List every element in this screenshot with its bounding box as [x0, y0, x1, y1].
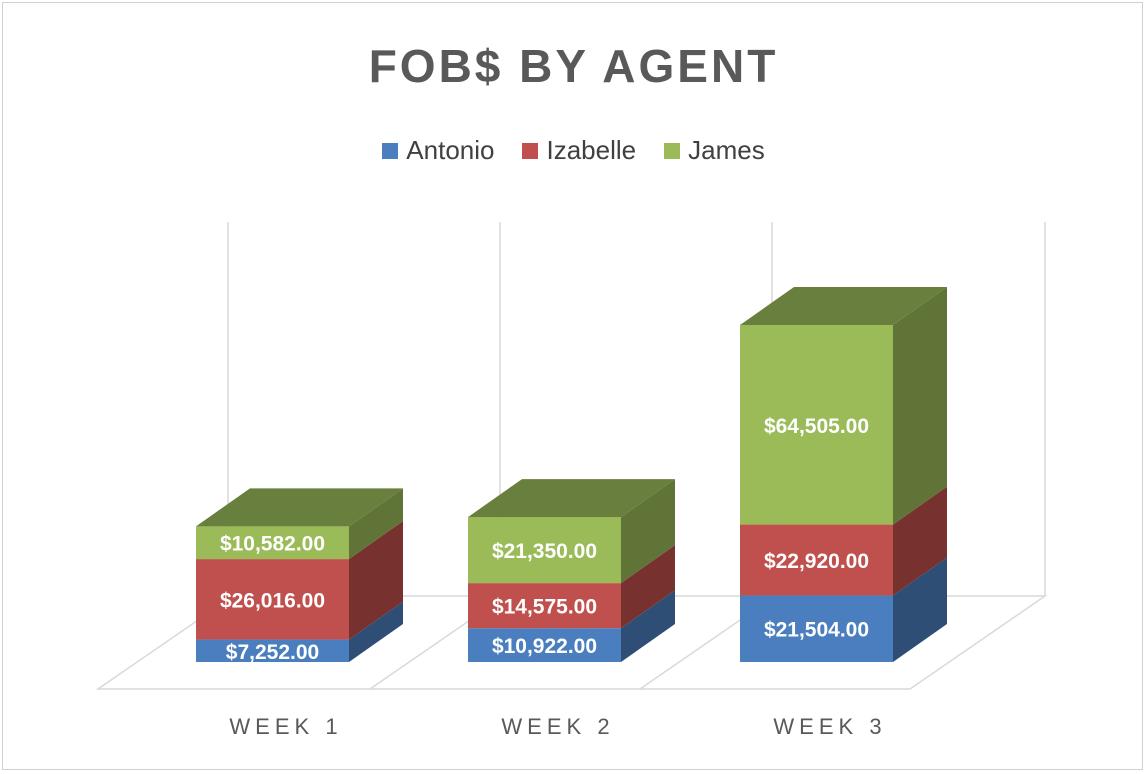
bar-side-antonio-week1	[349, 601, 403, 662]
bar-side-izabelle-week2	[621, 545, 675, 629]
data-label-izabelle-week1: $26,016.00	[220, 589, 325, 612]
legend-swatch-antonio	[382, 142, 399, 159]
bar-front-izabelle-week3	[740, 524, 893, 596]
data-label-antonio-week1: $7,252.00	[226, 641, 319, 664]
bar-front-izabelle-week1	[196, 559, 349, 640]
data-label-antonio-week2: $10,922.00	[492, 635, 597, 658]
data-label-james-week2: $21,350.00	[492, 540, 597, 563]
category-label-week1: WEEK 1	[229, 714, 342, 739]
bar-top-james-week3	[740, 287, 947, 325]
bar-side-antonio-week3	[893, 557, 947, 662]
chart-title: FOB$ BY AGENT	[368, 40, 779, 92]
legend-label-antonio: Antonio	[406, 135, 495, 165]
bar-front-izabelle-week2	[468, 583, 621, 629]
category-label-week3: WEEK 3	[773, 714, 886, 739]
bar-side-izabelle-week3	[893, 486, 947, 596]
legend-item-antonio: Antonio	[382, 135, 494, 166]
bar-front-james-week1	[196, 526, 349, 560]
bar-front-antonio-week1	[196, 639, 349, 662]
data-label-izabelle-week2: $14,575.00	[492, 596, 597, 619]
bar-side-james-week1	[349, 488, 403, 560]
bar-front-antonio-week2	[468, 628, 621, 662]
bar-side-james-week2	[621, 479, 675, 584]
category-label-week2: WEEK 2	[501, 714, 614, 739]
data-label-james-week1: $10,582.00	[220, 533, 325, 556]
data-label-izabelle-week3: $22,920.00	[764, 550, 869, 573]
bar-top-james-week1	[196, 488, 403, 527]
bar-top-james-week2	[468, 479, 675, 518]
legend-item-izabelle: Izabelle	[522, 135, 636, 166]
bar-front-james-week3	[740, 325, 893, 525]
data-label-james-week3: $64,505.00	[764, 415, 869, 438]
legend-label-izabelle: Izabelle	[546, 135, 637, 165]
data-label-antonio-week3: $21,504.00	[764, 619, 869, 642]
bar-side-antonio-week2	[621, 590, 675, 662]
bar-side-james-week3	[893, 287, 947, 525]
bar-side-izabelle-week1	[349, 521, 403, 640]
bar-front-james-week2	[468, 517, 621, 584]
legend: Antonio Izabelle James	[3, 135, 1144, 166]
legend-swatch-izabelle	[522, 142, 539, 159]
bar-front-antonio-week3	[740, 595, 893, 662]
legend-item-james: James	[664, 135, 765, 166]
legend-label-james: James	[688, 135, 765, 165]
legend-swatch-james	[664, 142, 681, 159]
